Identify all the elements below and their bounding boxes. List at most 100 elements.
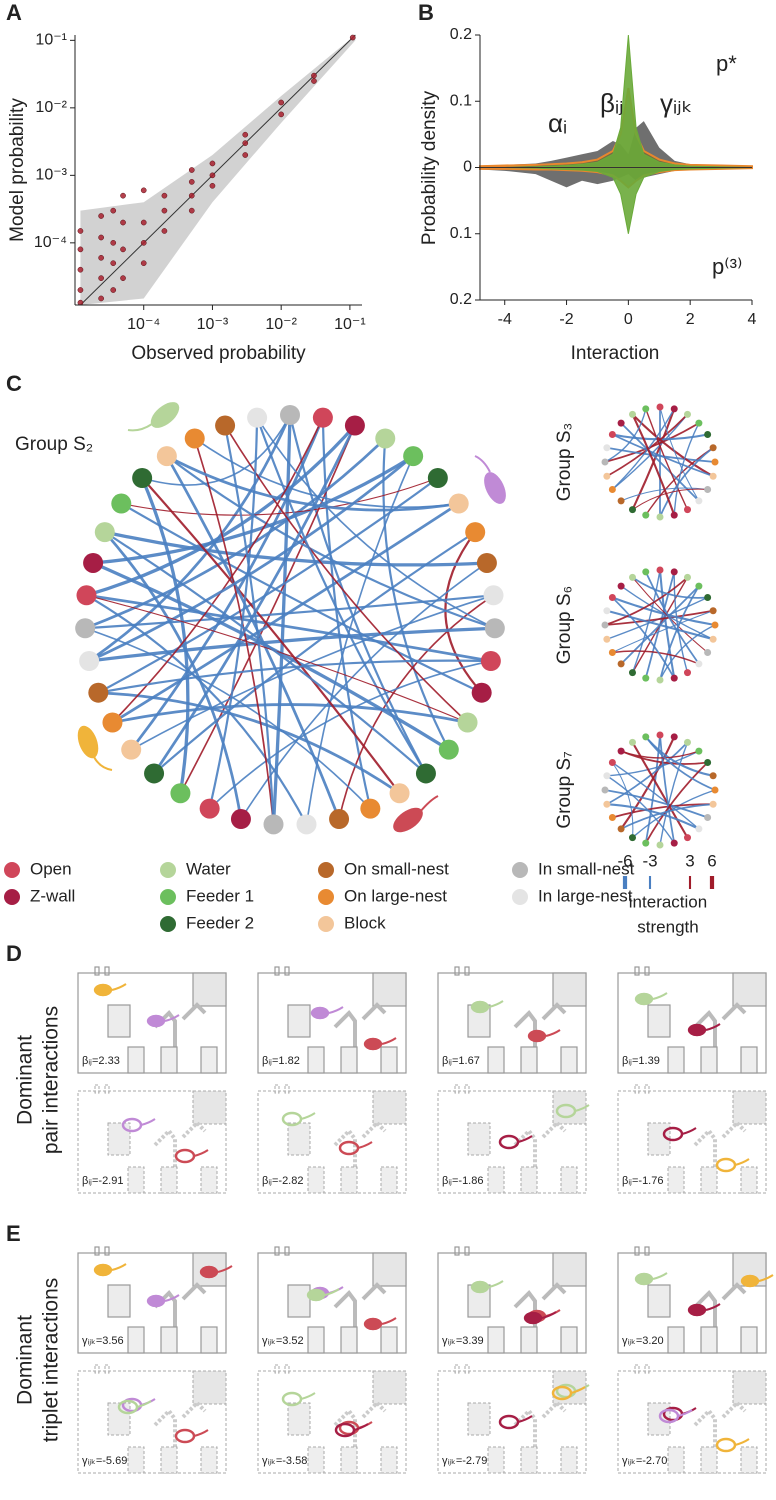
edge	[444, 531, 483, 694]
mouse-tail	[705, 1023, 721, 1031]
mouse-tail	[300, 1392, 316, 1400]
node	[83, 552, 104, 573]
edge	[84, 627, 371, 810]
feeder	[200, 1046, 218, 1074]
feeder	[160, 1046, 178, 1074]
legend-label: In small-nest	[538, 859, 635, 878]
edge	[604, 576, 689, 626]
density-area	[480, 167, 753, 234]
node	[121, 739, 142, 760]
arena: βᵢⱼ=1.67	[437, 966, 587, 1074]
zigzag	[361, 1120, 387, 1139]
arena-label: γᵢⱼₖ=3.56	[82, 1335, 124, 1347]
mouse	[363, 1317, 383, 1331]
edge	[631, 413, 676, 516]
node	[695, 582, 703, 590]
y-axis-label: Model probability	[7, 98, 28, 242]
node	[670, 405, 678, 413]
edge	[85, 594, 494, 630]
mouse	[687, 1303, 707, 1317]
zigzag	[181, 1120, 207, 1139]
mouse-tail	[570, 1386, 586, 1394]
point	[209, 160, 216, 167]
arena-wall	[437, 1252, 587, 1354]
zigzag	[693, 1289, 717, 1333]
node	[709, 635, 717, 643]
feeder	[700, 1046, 718, 1074]
arena-wall	[77, 972, 227, 1074]
zigzag	[541, 1282, 567, 1301]
edge	[673, 571, 689, 673]
nest	[192, 1090, 227, 1125]
arena-label: βᵢⱼ=-1.86	[442, 1175, 483, 1187]
mouse	[199, 1265, 219, 1279]
panel-label: B	[418, 0, 434, 25]
node	[695, 825, 703, 833]
door	[94, 1246, 100, 1256]
block	[107, 1284, 131, 1318]
zigzag	[181, 1400, 207, 1419]
node	[704, 431, 712, 438]
door	[274, 966, 280, 976]
arena: γᵢⱼₖ=3.39	[437, 1246, 587, 1354]
edge	[112, 703, 468, 724]
edge	[153, 531, 476, 775]
mouse	[93, 1263, 113, 1277]
node	[603, 800, 611, 808]
edge	[120, 502, 483, 694]
mouse-tail	[140, 1118, 156, 1126]
arena-wall	[77, 1252, 227, 1354]
node	[608, 486, 616, 493]
node	[415, 763, 436, 784]
nest	[732, 1370, 767, 1405]
legend-swatch	[160, 889, 176, 905]
mouse-tail	[324, 1288, 340, 1296]
edge	[632, 488, 708, 511]
node	[704, 594, 712, 601]
node	[608, 814, 616, 821]
node	[711, 621, 719, 629]
node	[144, 763, 165, 784]
node	[102, 712, 123, 733]
nest	[552, 972, 587, 1007]
mouse-tail	[136, 1400, 152, 1408]
node	[170, 783, 191, 804]
zigzag	[541, 1002, 567, 1021]
node	[448, 493, 469, 514]
edge	[88, 455, 415, 663]
zigzag	[721, 1120, 747, 1139]
edge	[658, 569, 676, 679]
mouse-icons	[77, 402, 506, 833]
arena-label: βᵢⱼ=-2.91	[82, 1175, 123, 1187]
x-axis-label: Interaction	[571, 343, 660, 364]
nest	[372, 972, 407, 1007]
y-tick-label: 10⁻³	[35, 167, 67, 184]
node	[656, 841, 664, 849]
point	[278, 111, 285, 118]
mouse	[715, 1437, 737, 1453]
node	[296, 814, 317, 835]
node	[603, 635, 611, 643]
label-bg	[259, 1453, 307, 1467]
label-bg	[79, 1333, 127, 1347]
feeder	[307, 1326, 325, 1354]
x-tick-label: 10⁻²	[265, 316, 297, 333]
zigzag	[541, 1120, 567, 1139]
zigzag	[361, 1282, 387, 1301]
node	[670, 839, 678, 847]
node	[642, 568, 650, 576]
x-tick-label: 4	[748, 311, 757, 328]
node	[670, 733, 678, 741]
node	[608, 594, 616, 601]
feeder	[520, 1166, 538, 1194]
label-bg	[79, 1173, 127, 1187]
node	[629, 669, 636, 677]
point	[98, 275, 104, 281]
panel-label: C	[6, 371, 22, 396]
edge	[103, 531, 243, 820]
zigzag	[721, 1282, 747, 1301]
edge	[620, 736, 676, 830]
point	[120, 219, 126, 226]
zigzag	[541, 1400, 567, 1419]
legend-swatch	[318, 889, 334, 905]
